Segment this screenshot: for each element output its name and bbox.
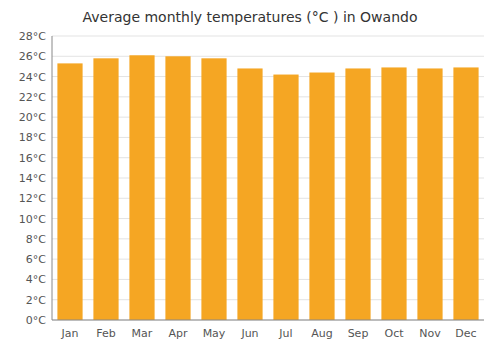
grid-line (52, 320, 484, 321)
x-axis: Jan Feb Mar Apr May Jun Jul Aug Sep Oct Nov Dec (61, 327, 477, 340)
x-tick-label: Jan (61, 327, 79, 340)
bar (453, 67, 478, 320)
bar (165, 56, 190, 320)
grid (52, 36, 484, 320)
y-axis-line (52, 36, 53, 320)
x-tick-label: Jun (240, 327, 258, 340)
y-tick-label: 8°C (26, 233, 46, 246)
y-tick-label: 24°C (19, 71, 46, 84)
x-tick-label: Aug (311, 327, 332, 340)
y-tick-label: 6°C (26, 253, 46, 266)
bar (129, 55, 154, 320)
bar (57, 63, 82, 320)
bar (381, 67, 406, 320)
grid-line (52, 56, 484, 57)
x-tick-label: Nov (419, 327, 441, 340)
y-tick-label: 4°C (26, 273, 46, 286)
chart-container: Average monthly temperatures (°C ) in Ow… (0, 0, 500, 350)
y-tick-label: 2°C (26, 294, 46, 307)
y-tick-label: 20°C (19, 111, 46, 124)
y-tick-label: 22°C (19, 91, 46, 104)
y-tick-label: 10°C (19, 213, 46, 226)
y-tick-label: 0°C (26, 314, 46, 327)
x-tick-label: Mar (132, 327, 153, 340)
title: Average monthly temperatures (°C ) in Ow… (83, 9, 418, 25)
bar (417, 68, 442, 320)
chart: Average monthly temperatures (°C ) in Ow… (0, 0, 500, 350)
x-tick-label: Sep (348, 327, 369, 340)
y-tick-label: 14°C (19, 172, 46, 185)
y-tick-label: 28°C (19, 30, 46, 43)
bar (93, 58, 118, 320)
x-axis-line (52, 320, 484, 321)
y-tick-label: 16°C (19, 152, 46, 165)
x-tick-label: Jul (278, 327, 292, 340)
y-tick-label: 18°C (19, 131, 46, 144)
x-tick-label: Apr (168, 327, 188, 340)
bar (273, 75, 298, 320)
y-tick-label: 12°C (19, 192, 46, 205)
x-tick-label: May (203, 327, 226, 340)
y-axis: 0°C 2°C 4°C 6°C 8°C 10°C 12°C 14°C 16°C 18°C 20°C 2… (19, 30, 46, 327)
x-tick-label: Oct (384, 327, 404, 340)
grid-line (52, 36, 484, 37)
x-tick-label: Dec (455, 327, 476, 340)
bars (57, 55, 478, 320)
bar (201, 58, 226, 320)
bar (345, 68, 370, 320)
y-tick-label: 26°C (19, 50, 46, 63)
bar (309, 73, 334, 320)
bar (237, 68, 262, 320)
x-tick-label: Feb (96, 327, 115, 340)
